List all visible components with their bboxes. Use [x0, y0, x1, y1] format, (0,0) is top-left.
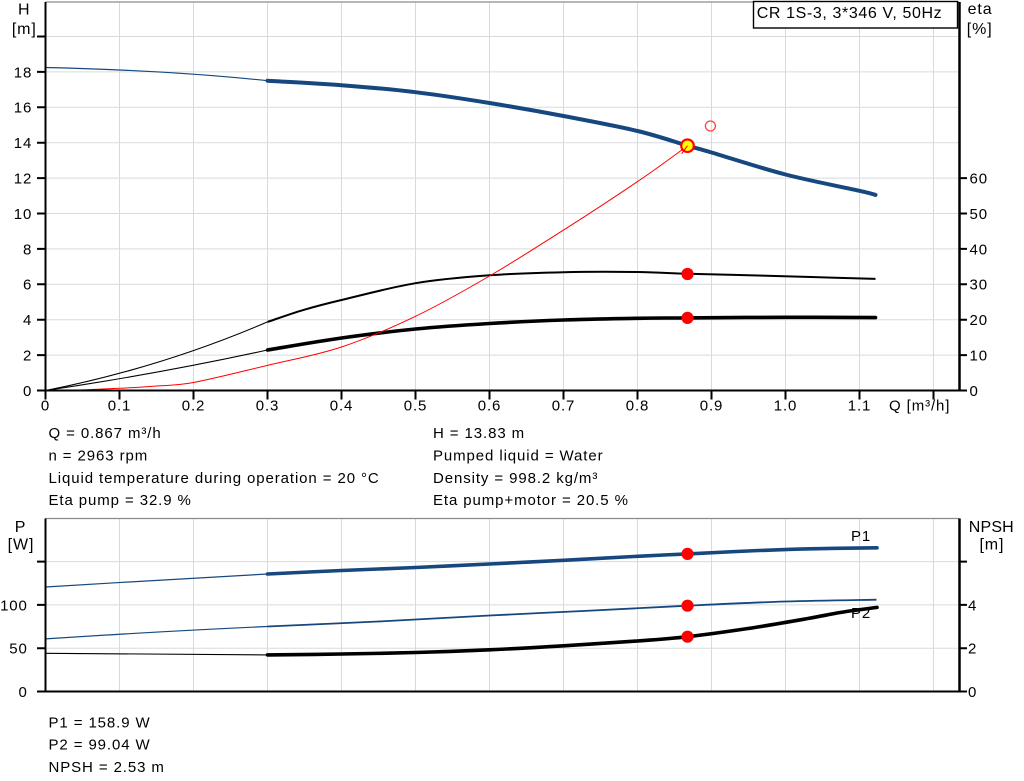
svg-text:P2 = 99.04 W: P2 = 99.04 W: [49, 737, 151, 754]
svg-text:0.4: 0.4: [330, 398, 354, 415]
svg-text:2: 2: [23, 348, 32, 365]
svg-text:40: 40: [970, 241, 989, 258]
svg-text:12: 12: [14, 171, 33, 188]
svg-text:6: 6: [23, 277, 32, 294]
svg-text:Q [m³/h]: Q [m³/h]: [889, 398, 950, 415]
svg-text:30: 30: [970, 277, 989, 294]
svg-text:1.0: 1.0: [774, 398, 798, 415]
svg-text:CR 1S-3, 3*346 V, 50Hz: CR 1S-3, 3*346 V, 50Hz: [757, 5, 943, 22]
svg-text:H: H: [18, 2, 30, 19]
svg-text:0.7: 0.7: [552, 398, 576, 415]
svg-text:0.5: 0.5: [404, 398, 428, 415]
svg-text:P1 = 158.9 W: P1 = 158.9 W: [49, 714, 151, 731]
svg-text:50: 50: [970, 206, 989, 223]
svg-text:0: 0: [41, 398, 50, 415]
svg-text:1.1: 1.1: [848, 398, 872, 415]
svg-text:4: 4: [23, 312, 32, 329]
svg-text:[m]: [m]: [979, 536, 1004, 553]
svg-text:Liquid temperature during oper: Liquid temperature during operation = 20…: [49, 470, 380, 487]
svg-text:0.1: 0.1: [108, 398, 132, 415]
svg-text:0: 0: [19, 684, 28, 701]
svg-text:eta: eta: [968, 1, 993, 18]
svg-text:H = 13.83 m: H = 13.83 m: [433, 425, 525, 442]
svg-text:16: 16: [14, 100, 33, 117]
svg-text:60: 60: [970, 171, 989, 188]
svg-text:20: 20: [970, 312, 989, 329]
svg-text:Eta pump = 32.9 %: Eta pump = 32.9 %: [49, 492, 192, 509]
svg-text:NPSH = 2.53 m: NPSH = 2.53 m: [49, 759, 165, 776]
svg-text:NPSH: NPSH: [969, 519, 1014, 536]
svg-text:Density = 998.2 kg/m³: Density = 998.2 kg/m³: [433, 470, 598, 487]
svg-text:4: 4: [968, 597, 977, 614]
svg-text:[%]: [%]: [967, 21, 993, 38]
svg-text:Pumped liquid = Water: Pumped liquid = Water: [433, 447, 604, 464]
svg-text:[W]: [W]: [8, 536, 35, 553]
svg-text:2: 2: [968, 641, 977, 658]
svg-text:0.2: 0.2: [182, 398, 206, 415]
svg-text:18: 18: [14, 64, 33, 81]
svg-text:14: 14: [14, 135, 33, 152]
svg-text:n = 2963 rpm: n = 2963 rpm: [49, 447, 149, 464]
svg-text:[m]: [m]: [12, 21, 37, 38]
svg-text:10: 10: [14, 206, 33, 223]
svg-text:0.8: 0.8: [626, 398, 650, 415]
svg-text:100: 100: [0, 597, 28, 614]
svg-text:0: 0: [23, 383, 32, 400]
svg-text:8: 8: [23, 241, 32, 258]
svg-text:0.9: 0.9: [700, 398, 724, 415]
svg-text:0.6: 0.6: [478, 398, 502, 415]
svg-text:50: 50: [9, 641, 28, 658]
svg-text:0: 0: [970, 383, 979, 400]
svg-text:Q = 0.867 m³/h: Q = 0.867 m³/h: [49, 425, 162, 442]
svg-text:P: P: [15, 519, 27, 536]
svg-text:0: 0: [968, 684, 977, 701]
svg-text:0.3: 0.3: [256, 398, 280, 415]
svg-text:Eta pump+motor = 20.5 %: Eta pump+motor = 20.5 %: [433, 492, 629, 509]
svg-text:P1: P1: [851, 528, 871, 545]
svg-text:10: 10: [970, 348, 989, 365]
